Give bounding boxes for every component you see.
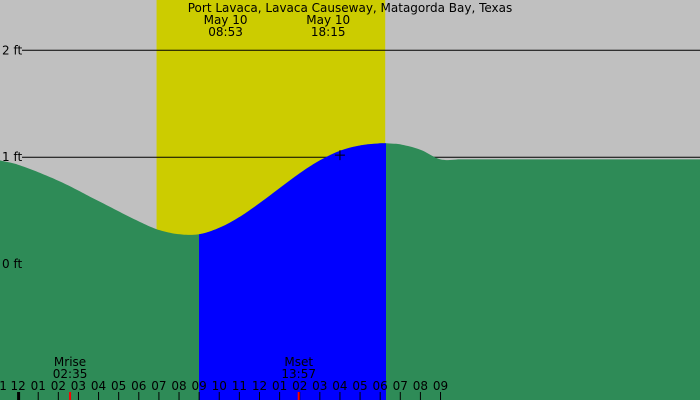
x-tick-label: 01: [31, 379, 46, 393]
moonset-label: Mset: [284, 355, 313, 369]
x-tick-label: 12: [252, 379, 267, 393]
x-tick-label: 09: [191, 379, 206, 393]
sunrise-date-label: May 10: [204, 13, 248, 27]
x-tick-label: 05: [352, 379, 367, 393]
moonrise-time-label: 02:35: [53, 367, 88, 381]
x-tick-label: 02: [51, 379, 66, 393]
y-tick-label: 1 ft: [2, 150, 22, 164]
x-tick-label: 05: [111, 379, 126, 393]
x-tick-label: 02: [292, 379, 307, 393]
x-tick-label: 10: [212, 379, 227, 393]
x-tick-label: 09: [433, 379, 448, 393]
x-tick-label: 08: [171, 379, 186, 393]
x-tick-label: 04: [332, 379, 347, 393]
x-tick-label: 12: [10, 379, 25, 393]
x-tick-label: 03: [71, 379, 86, 393]
tide-highlight-area: [199, 143, 386, 400]
chart-title: Port Lavaca, Lavaca Causeway, Matagorda …: [188, 1, 513, 15]
x-tick-label: 07: [151, 379, 166, 393]
moonset-time-label: 13:57: [281, 367, 316, 381]
x-tick-label-leading: 1: [0, 379, 7, 393]
x-tick-label: 03: [312, 379, 327, 393]
sunset-date-label: May 10: [306, 13, 350, 27]
sunset-time-label: 18:15: [311, 25, 346, 39]
midnight-tick: [17, 392, 21, 400]
x-tick-label: 07: [393, 379, 408, 393]
current-level-marker: [334, 150, 345, 161]
x-tick-label: 06: [373, 379, 388, 393]
y-tick-label: 0 ft: [2, 257, 22, 271]
x-tick-label: 01: [272, 379, 287, 393]
y-tick-label: 2 ft: [2, 43, 22, 57]
x-tick-label: 11: [232, 379, 247, 393]
x-tick-label: 04: [91, 379, 106, 393]
x-tick-label: 08: [413, 379, 428, 393]
moonrise-label: Mrise: [54, 355, 86, 369]
x-tick-label: 06: [131, 379, 146, 393]
sunrise-time-label: 08:53: [208, 25, 243, 39]
